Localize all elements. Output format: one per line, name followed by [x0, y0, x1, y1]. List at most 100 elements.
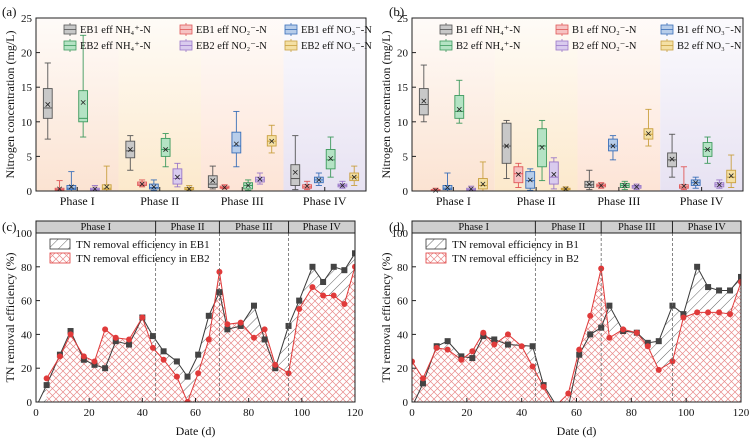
legend-label: EB2 eff NO₃⁻-N [301, 41, 372, 52]
y-tick-label: 80 [21, 262, 33, 274]
y-tick-label: 15 [397, 82, 409, 94]
panel-label: (d) [389, 219, 404, 234]
box-1-1 [513, 162, 524, 188]
data-point-square [458, 353, 465, 360]
legend-label: B2 eff NO₂⁻-N [572, 41, 637, 52]
phase-label: Phase III [235, 222, 273, 233]
box-0-0 [42, 62, 53, 140]
legend-item: B2 eff NH₄⁺-N [439, 39, 521, 52]
plot-area [36, 250, 355, 402]
mean-marker [328, 155, 334, 161]
mean-marker [444, 185, 450, 191]
data-point-square [341, 267, 348, 274]
mean-marker [622, 182, 628, 188]
data-point-circle [705, 309, 712, 316]
box-3-0 [454, 79, 465, 124]
phase-label: Phase I [458, 222, 489, 233]
data-point-circle [504, 331, 511, 338]
box-2-1 [525, 168, 536, 191]
data-point-circle [716, 309, 723, 316]
data-point-circle [680, 314, 687, 321]
box-3-2 [243, 179, 254, 191]
series-line-1 [413, 265, 741, 402]
panel-a: 0 5 10 15 20 25 Phase I Phase II Phase III Phase … [2, 4, 372, 208]
data-point-square [491, 336, 498, 343]
mean-marker [468, 186, 474, 192]
data-point-square [102, 365, 109, 372]
mean-marker [257, 176, 263, 182]
mean-marker [681, 183, 687, 189]
data-point-square [160, 348, 167, 355]
mean-marker [421, 98, 427, 104]
legend-swatch [425, 252, 447, 264]
phase-label: Phase III [618, 222, 656, 233]
data-point-circle [606, 334, 613, 341]
legend-label: TN removal efficiency in EB1 [76, 239, 210, 251]
legend-item: EB2 eff NH₄⁺-N [63, 39, 151, 52]
box-0-3 [290, 135, 301, 191]
x-tick-label: 40 [137, 407, 149, 419]
y-tick-label: 0 [27, 186, 33, 198]
data-point-square [43, 382, 50, 389]
data-point-square [296, 297, 303, 304]
data-point-circle [139, 314, 146, 321]
plot-frame [35, 17, 367, 192]
mean-marker [57, 186, 63, 192]
y-tick-label: 80 [397, 262, 409, 274]
mean-marker [610, 143, 616, 149]
data-point-circle [160, 356, 167, 363]
box-2-3 [690, 176, 701, 189]
mean-marker [634, 184, 640, 190]
data-point-circle [102, 326, 109, 333]
plot-frame [411, 17, 744, 192]
box-body [160, 137, 171, 157]
legend-item: B2 eff NO₂⁻-N [555, 39, 637, 52]
box-2-1 [148, 179, 159, 191]
data-point-circle [195, 370, 202, 377]
box-5-3 [349, 165, 360, 186]
legend-item: B1 eff NO₂⁻-N [555, 23, 637, 36]
legend-item: TN removal efficiency in EB2 [49, 252, 210, 265]
mean-marker [705, 146, 711, 152]
mean-marker [233, 141, 239, 147]
data-point-square [272, 365, 279, 372]
data-point-circle [173, 373, 180, 380]
data-point-square [419, 380, 426, 387]
x-axis-label: Date (d) [176, 424, 216, 438]
data-point-circle [458, 356, 465, 363]
data-point-circle [149, 344, 156, 351]
mean-marker [433, 187, 439, 193]
mean-marker [598, 182, 604, 188]
data-point-circle [91, 358, 98, 365]
mean-marker [269, 138, 275, 144]
mean-marker [456, 106, 462, 112]
y-tick-label: 60 [397, 296, 409, 308]
data-point-square [587, 331, 594, 338]
y-tick-label: 0 [403, 397, 409, 409]
y-tick-label: 20 [397, 363, 409, 375]
y-tick-label: 5 [403, 151, 409, 163]
y-tick-label: 100 [392, 228, 409, 240]
x-tick-label: 40 [516, 407, 528, 419]
data-point-square [716, 287, 723, 294]
data-point-circle [655, 366, 662, 373]
x-axis-label: Date (d) [557, 424, 597, 438]
legend-item: EB2 eff NO₂⁻-N [179, 39, 267, 52]
box-0-2 [207, 165, 218, 190]
box-3-1 [537, 119, 547, 182]
data-point-circle [330, 292, 337, 299]
mean-marker [669, 156, 675, 162]
x-category-label: Phase IV [680, 194, 724, 208]
mean-marker [304, 183, 310, 189]
x-tick-label: 80 [243, 407, 255, 419]
legend-label: B1 eff NO₃⁻-N [677, 25, 742, 36]
box-body [454, 95, 465, 119]
data-point-circle [237, 319, 244, 326]
data-point-square [320, 279, 327, 286]
y-tick-label: 20 [21, 48, 33, 60]
x-category-label: Phase I [60, 194, 95, 208]
data-point-circle [352, 263, 355, 270]
box-3-1 [160, 133, 171, 168]
data-point-square [67, 328, 74, 335]
data-point-square [216, 289, 223, 296]
